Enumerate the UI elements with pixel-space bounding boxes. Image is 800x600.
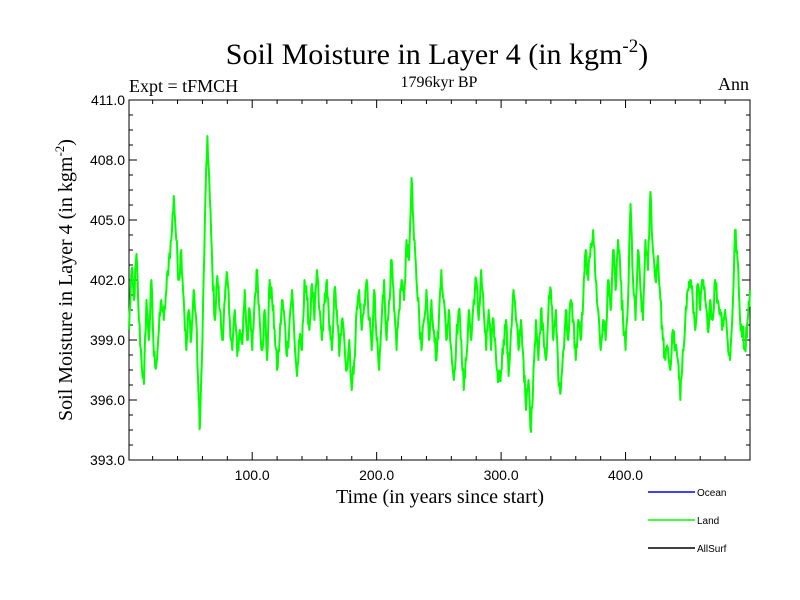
season-label: Ann <box>718 74 749 94</box>
x-tick-label: 100.0 <box>235 467 270 483</box>
y-tick-label: 396.0 <box>90 392 125 408</box>
experiment-label: Expt = tFMCH <box>129 76 238 96</box>
y-tick-labels: 393.0 396.0 399.0 402.0 405.0 408.0 411.… <box>90 92 125 468</box>
x-tick-label: 200.0 <box>359 467 394 483</box>
legend-label-ocean: Ocean <box>697 488 726 499</box>
chart-title: Soil Moisture in Layer 4 (in kgm-2) <box>226 36 648 71</box>
period-label: 1796kyr BP <box>401 74 478 91</box>
legend-label-land: Land <box>697 516 719 527</box>
y-tick-label: 393.0 <box>90 452 125 468</box>
y-tick-label: 408.0 <box>90 152 125 168</box>
y-axis-label: Soil Moisture in Layer 4 (in kgm-2) <box>52 139 77 421</box>
axis-ticks <box>129 99 750 461</box>
legend-label-allsurf: AllSurf <box>697 544 727 555</box>
legend: Ocean Land AllSurf <box>648 488 727 555</box>
y-tick-label: 411.0 <box>91 92 125 108</box>
land-series-line <box>128 135 751 433</box>
x-tick-label: 300.0 <box>484 467 519 483</box>
y-tick-label: 399.0 <box>90 332 125 348</box>
y-tick-label: 405.0 <box>90 212 125 228</box>
y-tick-label: 402.0 <box>90 272 125 288</box>
x-tick-label: 400.0 <box>608 467 643 483</box>
x-axis-label: Time (in years since start) <box>336 486 544 508</box>
x-tick-labels: 100.0 200.0 300.0 400.0 <box>235 467 644 483</box>
